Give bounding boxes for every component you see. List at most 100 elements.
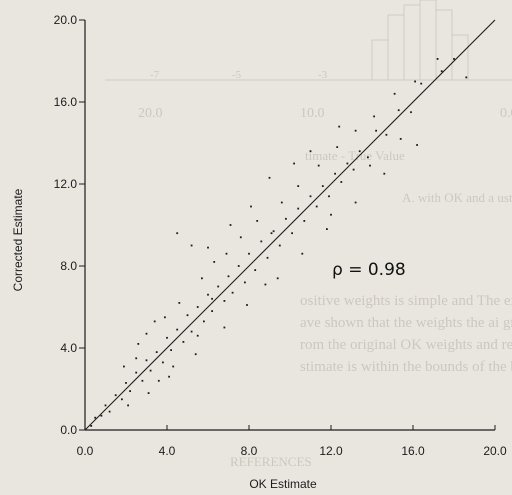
x-tick-label: 8.0 xyxy=(241,444,258,458)
y-tick-label: 16.0 xyxy=(54,95,78,109)
scatter-point xyxy=(309,195,312,198)
y-tick-label: 20.0 xyxy=(54,13,78,27)
y-axis-title: Corrected Estimate xyxy=(11,188,25,291)
scatter-point xyxy=(250,205,252,208)
scatter-point xyxy=(125,382,127,384)
scatter-point xyxy=(315,205,318,208)
ghost-tick-label: 0.0 xyxy=(500,106,512,121)
scatter-point xyxy=(172,365,175,368)
scatter-point xyxy=(410,111,412,114)
scatter-point xyxy=(436,58,439,60)
ghost-axis-fragment: timate - True Value xyxy=(305,148,405,163)
scatter-point xyxy=(453,58,455,60)
x-tick-label: 12.0 xyxy=(319,444,343,458)
ghost-small-label: -5 xyxy=(232,69,242,81)
scatter-point xyxy=(352,168,355,171)
y-tick-label: 12.0 xyxy=(54,177,78,191)
scatter-point xyxy=(121,398,123,401)
scatter-point xyxy=(135,357,138,360)
scatter-point xyxy=(383,172,386,175)
scatter-point xyxy=(170,349,172,351)
scatter-point xyxy=(367,156,369,159)
scatter-point xyxy=(166,336,168,339)
scatter-point xyxy=(297,185,300,187)
x-tick-label: 20.0 xyxy=(483,444,507,458)
scatter-point xyxy=(293,162,295,165)
scatter-point xyxy=(440,70,443,73)
scatter-point xyxy=(346,162,349,165)
scatter-point xyxy=(328,195,330,198)
scatter-point xyxy=(213,261,216,263)
scatter-point xyxy=(354,129,357,132)
scatter-point xyxy=(153,320,156,323)
scatter-point xyxy=(354,201,357,204)
scatter-point xyxy=(248,252,250,255)
scatter-point xyxy=(239,236,242,239)
ghost-heading: REFERENCES xyxy=(230,454,312,469)
scatter-point xyxy=(237,265,240,267)
scatter-point xyxy=(176,232,179,235)
scatter-point xyxy=(207,246,209,249)
scatter-point xyxy=(196,306,199,308)
scatter-point xyxy=(123,365,125,368)
scatter-point xyxy=(285,217,287,220)
scatter-point xyxy=(178,302,181,304)
scatter-point xyxy=(268,176,271,179)
ghost-tick-label: 10.0 xyxy=(300,106,325,121)
scatter-point xyxy=(266,256,269,259)
scatter-point xyxy=(141,379,144,382)
scatter-point xyxy=(229,224,232,226)
scatter-point xyxy=(414,80,416,83)
ghost-body-line: ave shown that the weights the ai gra xyxy=(300,315,512,331)
scatter-point xyxy=(254,269,257,271)
scatter-point xyxy=(326,228,328,230)
scatter-point xyxy=(393,92,396,95)
scatter-point xyxy=(145,359,148,362)
scatter-point xyxy=(420,82,423,85)
scatter-point xyxy=(211,297,213,300)
scatter-point xyxy=(317,164,320,167)
scatter-point xyxy=(145,332,148,335)
scatter-point xyxy=(207,293,209,296)
scatter-point xyxy=(127,404,129,407)
scatter-point xyxy=(231,291,234,294)
scatter-point xyxy=(227,275,230,278)
scatter-point xyxy=(108,410,111,413)
bleed-through-layer: 0.0 10.0 20.0 -7 -5 -3 timate - True Val… xyxy=(105,0,512,469)
scatter-point xyxy=(465,76,468,79)
scatter-point xyxy=(375,129,377,132)
scatter-point xyxy=(301,252,304,255)
x-tick-label: 4.0 xyxy=(159,444,176,458)
scatter-point xyxy=(90,425,93,427)
scatter-point xyxy=(270,232,273,235)
scatter-point xyxy=(137,343,140,345)
ghost-small-label: -3 xyxy=(318,69,328,81)
scatter-point xyxy=(385,133,388,136)
scatter-point xyxy=(186,314,189,317)
scatter-point xyxy=(135,371,138,374)
scatter-point xyxy=(164,316,166,319)
scatter-point xyxy=(397,109,400,112)
scatter-point xyxy=(416,144,418,146)
scatter-point xyxy=(190,330,193,333)
scatter-point xyxy=(334,172,336,175)
scatter-point xyxy=(309,150,312,153)
scatter-point xyxy=(217,285,220,288)
scatter-point xyxy=(223,326,226,329)
correlation-annotation: ρ = 0.98 xyxy=(332,260,406,280)
scatter-point xyxy=(373,115,375,118)
scatter-point xyxy=(260,240,263,243)
ghost-body-line: rom the original OK weights and resulti xyxy=(300,337,512,353)
scatter-point xyxy=(155,351,158,353)
scatter-point xyxy=(340,181,343,183)
scatter-point xyxy=(157,379,160,382)
scatter-point xyxy=(196,334,199,337)
scatter-point xyxy=(114,394,117,397)
ghost-small-label: -7 xyxy=(150,69,160,81)
x-tick-label: 16.0 xyxy=(401,444,425,458)
scatter-point xyxy=(246,304,248,306)
scatter-point xyxy=(303,220,306,222)
scatter-point xyxy=(291,232,293,235)
ghost-histogram xyxy=(105,0,512,81)
